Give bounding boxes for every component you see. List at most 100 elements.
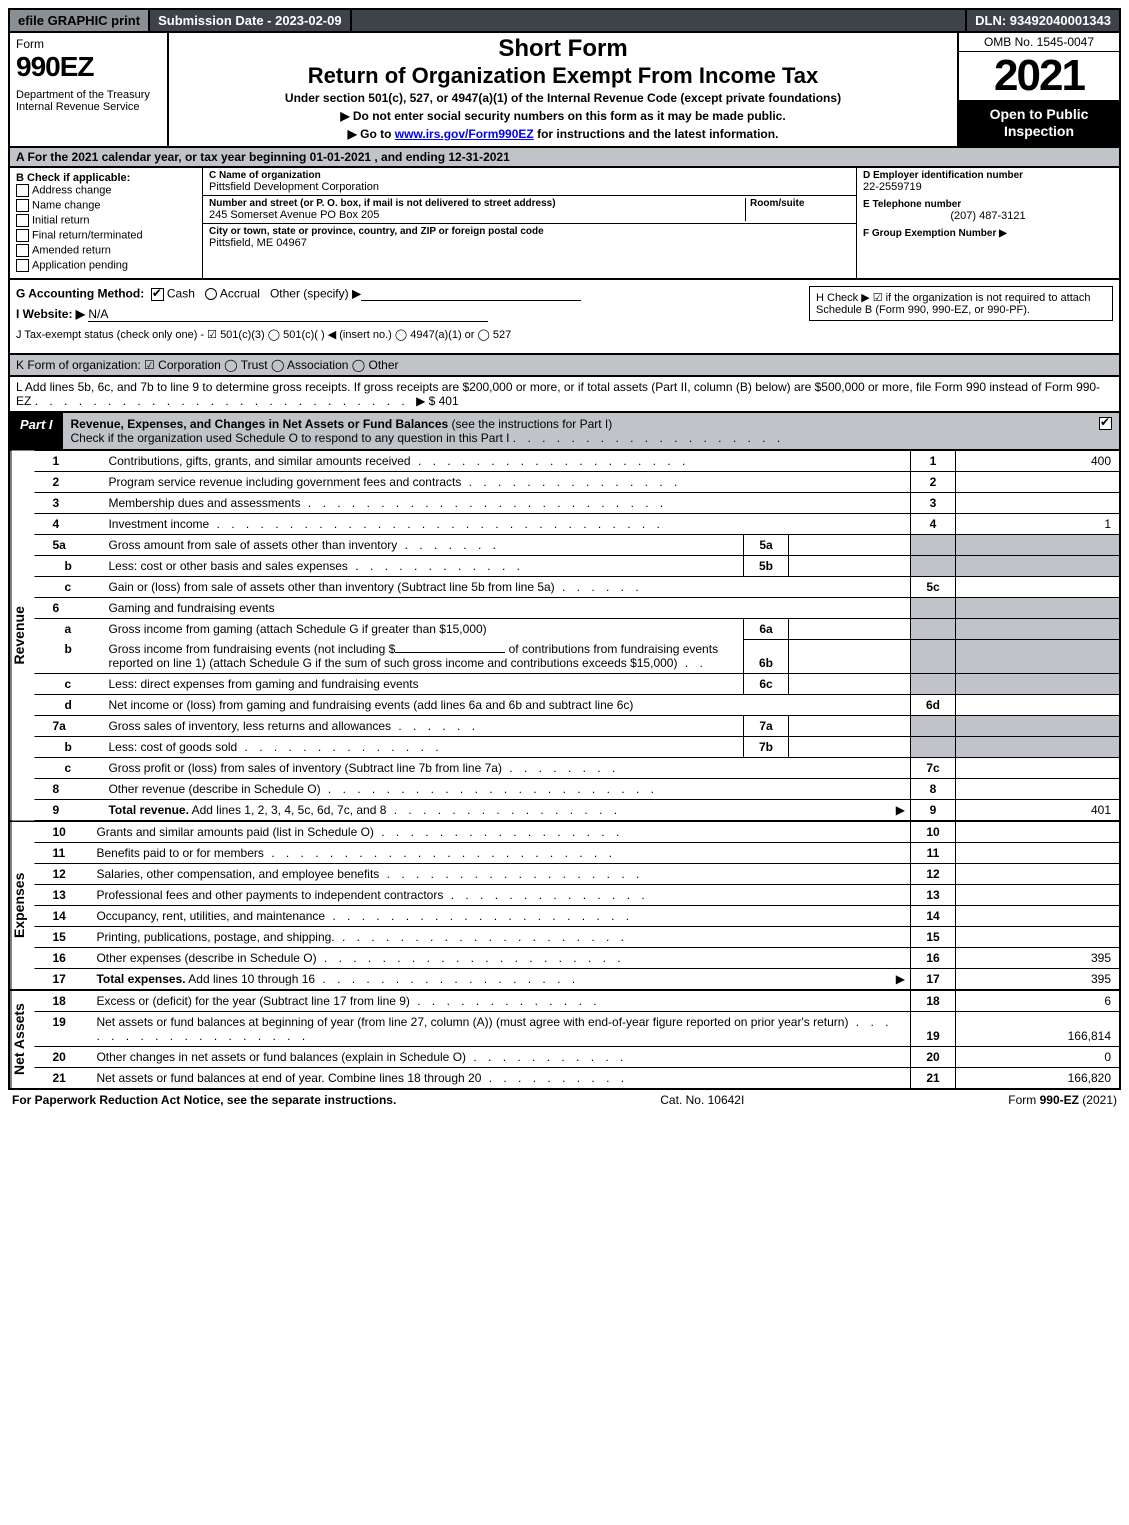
netassets-vertical-label: Net Assets: [10, 991, 34, 1088]
netassets-grid: Net Assets 18Excess or (deficit) for the…: [8, 991, 1121, 1090]
line-19: 19Net assets or fund balances at beginni…: [34, 1012, 1119, 1047]
line-6d: d Net income or (loss) from gaming and f…: [34, 695, 1119, 716]
line-19-value: 166,814: [956, 1012, 1120, 1047]
revenue-table: 1 Contributions, gifts, grants, and simi…: [34, 451, 1119, 821]
tel-label: E Telephone number: [863, 199, 1113, 210]
chk-amended-return[interactable]: Amended return: [16, 244, 196, 257]
warning-ssn: ▶ Do not enter social security numbers o…: [179, 109, 947, 123]
ein-label: D Employer identification number: [863, 170, 1113, 181]
line-16: 16Other expenses (describe in Schedule O…: [34, 948, 1119, 969]
g-other-input[interactable]: [361, 286, 581, 301]
chk-cash[interactable]: [151, 288, 164, 301]
line-1-value: 400: [956, 451, 1120, 472]
g-label: G Accounting Method:: [16, 286, 144, 300]
line-1: 1 Contributions, gifts, grants, and simi…: [34, 451, 1119, 472]
form-header: Form 990EZ Department of the Treasury In…: [8, 33, 1121, 148]
short-form-title: Short Form: [179, 35, 947, 63]
chk-address-change[interactable]: Address change: [16, 184, 196, 197]
g-other: Other (specify) ▶: [270, 286, 361, 300]
org-city-cell: City or town, state or province, country…: [203, 224, 856, 251]
line-11: 11Benefits paid to or for members . . . …: [34, 843, 1119, 864]
addr-label: Number and street (or P. O. box, if mail…: [209, 198, 741, 209]
line-8: 8 Other revenue (describe in Schedule O)…: [34, 779, 1119, 800]
line-2: 2 Program service revenue including gove…: [34, 471, 1119, 492]
section-def: D Employer identification number 22-2559…: [856, 168, 1119, 278]
subtitle: Under section 501(c), 527, or 4947(a)(1)…: [179, 91, 947, 105]
line-6c: c Less: direct expenses from gaming and …: [34, 674, 1119, 695]
irs-link[interactable]: www.irs.gov/Form990EZ: [395, 127, 534, 141]
revenue-grid: Revenue 1 Contributions, gifts, grants, …: [8, 451, 1121, 823]
topbar-spacer: [352, 10, 966, 31]
main-title: Return of Organization Exempt From Incom…: [179, 63, 947, 89]
b-label: B Check if applicable:: [16, 172, 196, 184]
line-7a-value: [789, 716, 911, 737]
line-9-value: 401: [956, 800, 1120, 821]
line-6a-value: [789, 618, 911, 639]
line-15-value: [956, 927, 1120, 948]
form-meta-block: OMB No. 1545-0047 2021 Open to Public In…: [957, 33, 1119, 146]
chk-initial-return[interactable]: Initial return: [16, 214, 196, 227]
line-3-value: [956, 492, 1120, 513]
efile-print-label[interactable]: efile GRAPHIC print: [10, 10, 148, 31]
chk-application-pending[interactable]: Application pending: [16, 259, 196, 272]
part1-bar: Part I Revenue, Expenses, and Changes in…: [8, 413, 1121, 451]
org-addr-cell: Number and street (or P. O. box, if mail…: [203, 196, 856, 224]
line-17: 17Total expenses. Add lines 10 through 1…: [34, 969, 1119, 990]
room-label: Room/suite: [750, 198, 850, 209]
line-7b-value: [789, 737, 911, 758]
expenses-table: 10Grants and similar amounts paid (list …: [34, 822, 1119, 989]
chk-accrual[interactable]: [205, 288, 217, 300]
line-18-value: 6: [956, 991, 1120, 1012]
section-l: L Add lines 5b, 6c, and 7b to line 9 to …: [8, 377, 1121, 413]
tel-value: (207) 487-3121: [863, 210, 1113, 222]
page-footer: For Paperwork Reduction Act Notice, see …: [8, 1090, 1121, 1107]
meta-block: H Check ▶ ☑ if the organization is not r…: [8, 280, 1121, 355]
website-value: N/A: [88, 307, 108, 321]
line-6: 6 Gaming and fundraising events: [34, 597, 1119, 618]
org-name: Pittsfield Development Corporation: [209, 181, 850, 193]
row-a-period: A For the 2021 calendar year, or tax yea…: [8, 148, 1121, 168]
line-13: 13Professional fees and other payments t…: [34, 885, 1119, 906]
tax-year: 2021: [959, 52, 1119, 100]
l-dots: . . . . . . . . . . . . . . . . . . . . …: [35, 394, 416, 408]
l-amount: ▶ $ 401: [416, 394, 459, 408]
line-12-value: [956, 864, 1120, 885]
top-bar: efile GRAPHIC print Submission Date - 20…: [8, 8, 1121, 33]
k-text: K Form of organization: ☑ Corporation ◯ …: [16, 358, 399, 372]
part1-tag: Part I: [10, 413, 63, 449]
line-2-value: [956, 471, 1120, 492]
footer-formref: Form 990-EZ (2021): [1008, 1093, 1117, 1107]
line-10-value: [956, 822, 1120, 843]
line-5b-value: [789, 555, 911, 576]
line-12: 12Salaries, other compensation, and empl…: [34, 864, 1119, 885]
chk-name-change[interactable]: Name change: [16, 199, 196, 212]
part1-schedule-o-check[interactable]: [1095, 413, 1119, 449]
part1-sub: Check if the organization used Schedule …: [71, 431, 510, 445]
section-k: K Form of organization: ☑ Corporation ◯ …: [8, 355, 1121, 377]
dln-label: DLN: 93492040001343: [967, 10, 1119, 31]
line-10: 10Grants and similar amounts paid (list …: [34, 822, 1119, 843]
section-h: H Check ▶ ☑ if the organization is not r…: [809, 286, 1113, 321]
footer-paperwork: For Paperwork Reduction Act Notice, see …: [12, 1093, 396, 1107]
line-7c-value: [956, 758, 1120, 779]
line-5c: c Gain or (loss) from sale of assets oth…: [34, 576, 1119, 597]
line-18: 18Excess or (deficit) for the year (Subt…: [34, 991, 1119, 1012]
line-5c-value: [956, 576, 1120, 597]
line-15: 15Printing, publications, postage, and s…: [34, 927, 1119, 948]
section-j: J Tax-exempt status (check only one) - ☑…: [16, 328, 1113, 341]
footer-catno: Cat. No. 10642I: [660, 1093, 744, 1107]
line-6b: b Gross income from fundraising events (…: [34, 639, 1119, 674]
chk-final-return[interactable]: Final return/terminated: [16, 229, 196, 242]
org-name-label: C Name of organization: [209, 170, 850, 181]
submission-date-label: Submission Date - 2023-02-09: [150, 10, 350, 31]
line-17-value: 395: [956, 969, 1120, 990]
line-16-value: 395: [956, 948, 1120, 969]
omb-number: OMB No. 1545-0047: [959, 33, 1119, 52]
line-7b: b Less: cost of goods sold . . . . . . .…: [34, 737, 1119, 758]
ein-value: 22-2559719: [863, 181, 1113, 193]
org-city: Pittsfield, ME 04967: [209, 237, 850, 249]
part1-title: Revenue, Expenses, and Changes in Net As…: [71, 417, 449, 431]
org-name-cell: C Name of organization Pittsfield Develo…: [203, 168, 856, 196]
form-word: Form: [16, 37, 161, 51]
line-3: 3 Membership dues and assessments . . . …: [34, 492, 1119, 513]
